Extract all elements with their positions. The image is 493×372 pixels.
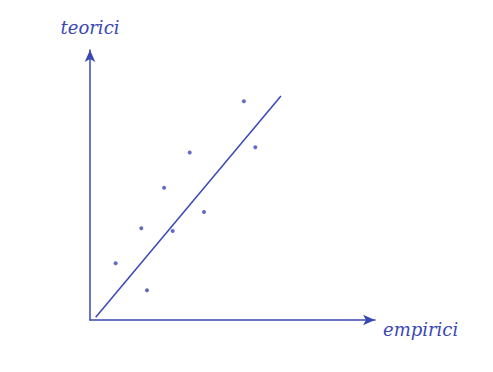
svg-text:empirici: empirici (383, 319, 458, 340)
svg-text:teorici: teorici (61, 17, 120, 38)
